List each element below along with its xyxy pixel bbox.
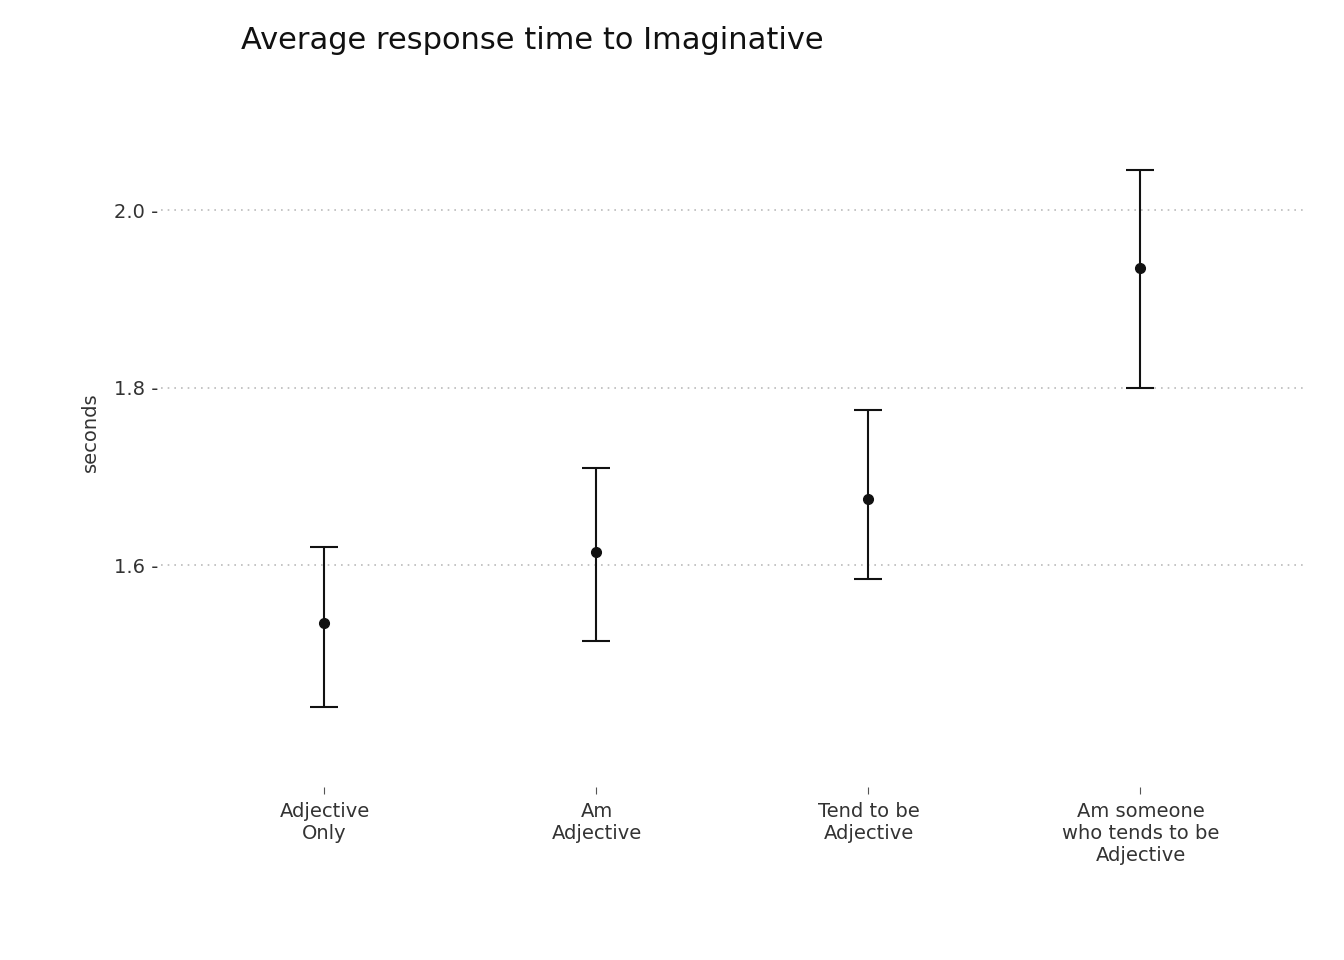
Text: Average response time to Imaginative: Average response time to Imaginative [242,26,824,55]
Y-axis label: seconds: seconds [81,393,101,471]
